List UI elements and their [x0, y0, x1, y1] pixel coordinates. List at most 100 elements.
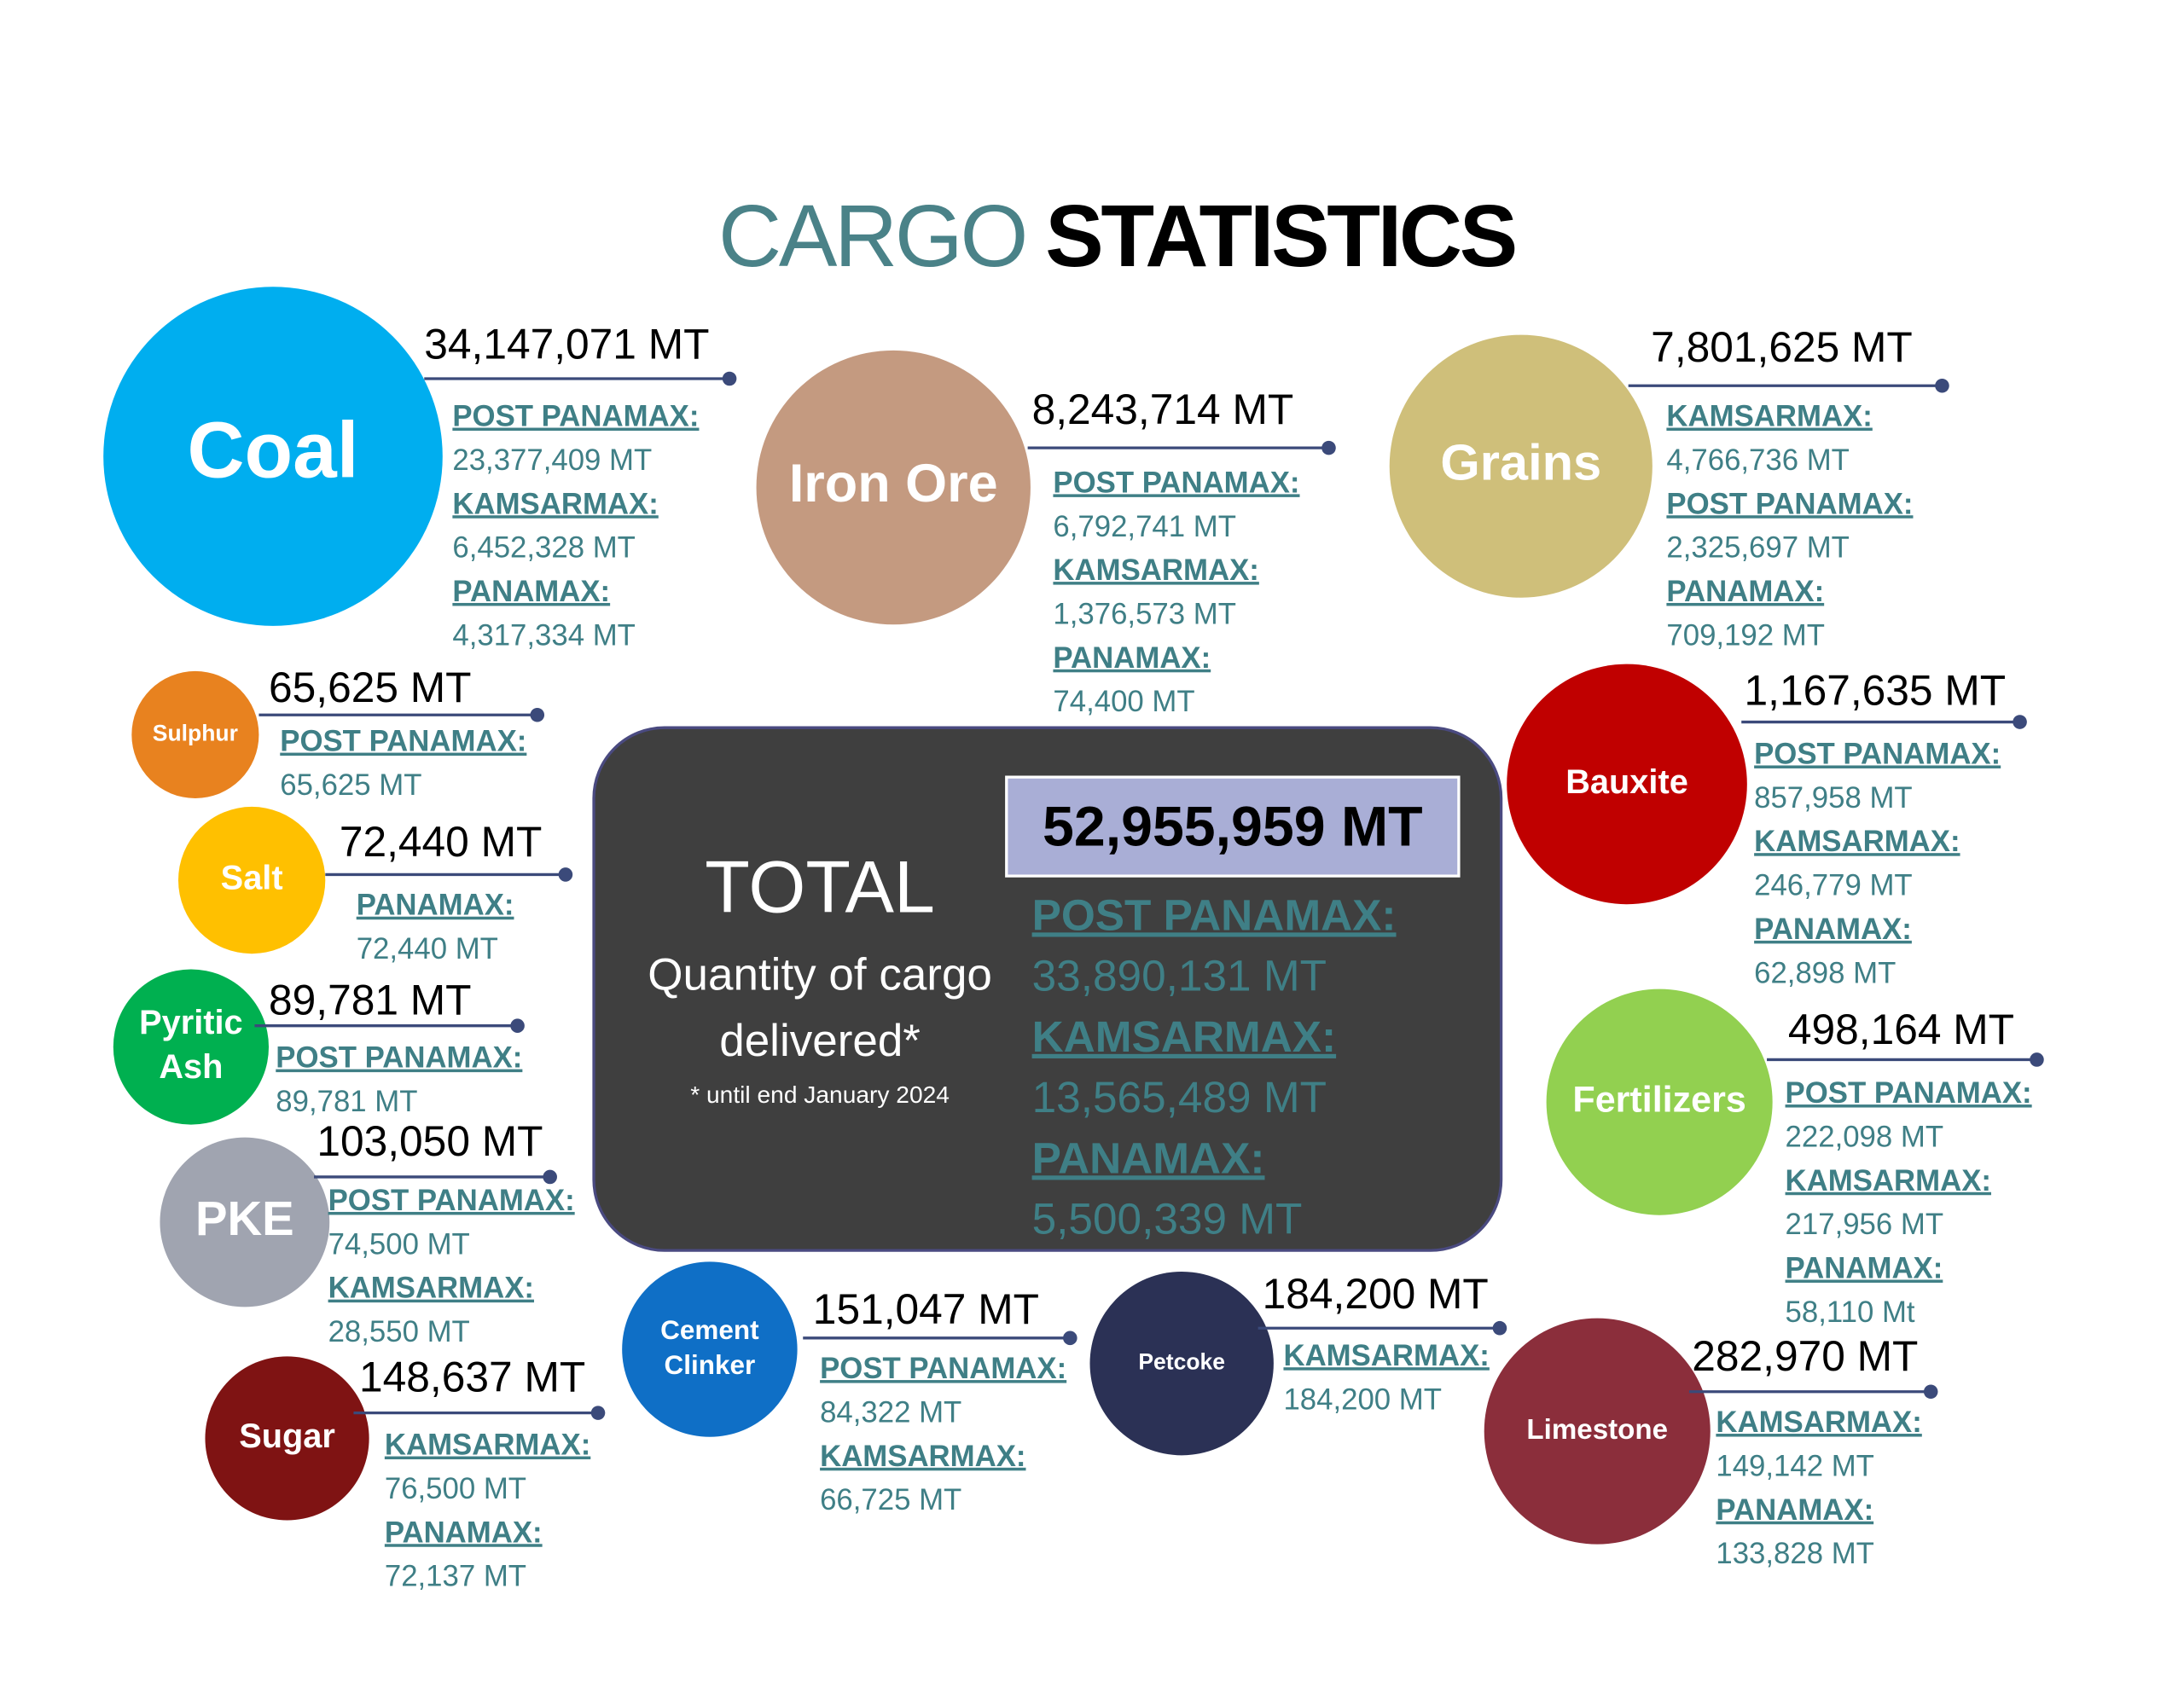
cargo-total: 7,801,625 MT	[1651, 323, 1913, 371]
cargo-total: 72,440 MT	[340, 818, 543, 866]
total-amount-box	[1005, 775, 1461, 878]
class-label: POST PANAMAX:	[280, 726, 526, 758]
cargo-total: 65,625 MT	[269, 664, 472, 711]
class-label: PANAMAX:	[1032, 1133, 1265, 1182]
class-label: KAMSARMAX:	[328, 1272, 534, 1305]
connector-dot	[510, 1018, 525, 1033]
connector-dot	[722, 371, 737, 386]
cargo-name: Pyritic	[139, 1004, 243, 1041]
class-amount: 33,890,131 MT	[1032, 952, 1327, 1000]
connector-dot	[558, 867, 573, 882]
class-amount: 2,325,697 MT	[1666, 532, 1850, 565]
connector-dot	[590, 1406, 606, 1420]
class-label: POST PANAMAX:	[820, 1353, 1066, 1385]
class-amount: 246,779 MT	[1754, 870, 1913, 902]
class-label: POST PANAMAX:	[452, 401, 699, 433]
class-amount: 5,500,339 MT	[1032, 1195, 1303, 1244]
connector-dot	[2030, 1052, 2044, 1067]
cargo-name: Bauxite	[1565, 763, 1688, 801]
class-label: KAMSARMAX:	[1283, 1340, 1489, 1372]
class-amount: 1,376,573 MT	[1053, 598, 1236, 630]
class-label: KAMSARMAX:	[1786, 1165, 1991, 1197]
class-amount: 13,565,489 MT	[1032, 1073, 1327, 1122]
cargo-circle	[205, 1356, 369, 1521]
class-amount: 72,137 MT	[385, 1561, 526, 1593]
class-amount: 4,766,736 MT	[1666, 444, 1850, 477]
class-amount: 184,200 MT	[1283, 1384, 1442, 1417]
cargo-total: 8,243,714 MT	[1032, 386, 1294, 433]
cargo-circle	[131, 670, 259, 798]
class-amount: 709,192 MT	[1666, 619, 1825, 652]
cargo-circle	[1507, 664, 1747, 905]
cargo-name: Sugar	[239, 1417, 335, 1455]
cargo-total: 184,200 MT	[1263, 1270, 1489, 1318]
class-amount: 74,400 MT	[1053, 686, 1194, 718]
cargo-name: Fertilizers	[1572, 1080, 1745, 1121]
total-note: * until end January 2024	[690, 1081, 950, 1108]
cargo-total: 1,167,635 MT	[1745, 667, 2007, 715]
class-label: PANAMAX:	[1053, 642, 1211, 675]
class-label: PANAMAX:	[385, 1516, 543, 1549]
cargo-name: Clinker	[665, 1350, 756, 1380]
class-amount: 66,725 MT	[820, 1484, 961, 1516]
class-label: PANAMAX:	[1786, 1252, 1943, 1284]
title-light: CARGO	[718, 187, 1025, 285]
total-label: TOTAL	[705, 847, 935, 929]
cargo-name: Limestone	[1526, 1414, 1668, 1446]
cargo-name: Cement	[660, 1315, 759, 1345]
class-amount: 222,098 MT	[1786, 1121, 1944, 1153]
cargo-total: 498,164 MT	[1788, 1006, 2014, 1053]
cargo-circle	[756, 350, 1031, 625]
cargo-circle	[1089, 1271, 1274, 1456]
class-amount: 84,322 MT	[820, 1396, 961, 1429]
connector-dot	[1321, 440, 1336, 455]
class-label: PANAMAX:	[452, 576, 610, 608]
class-label: POST PANAMAX:	[1754, 738, 2001, 770]
total-subtitle: delivered*	[719, 1016, 921, 1066]
class-label: KAMSARMAX:	[820, 1441, 1025, 1473]
title: CARGO STATISTICS	[718, 187, 1515, 285]
cargo-circle	[1546, 988, 1773, 1215]
cargo-name: Grains	[1440, 433, 1601, 490]
connector-dot	[1935, 378, 1949, 393]
class-label: KAMSARMAX:	[1666, 401, 1872, 433]
class-amount: 28,550 MT	[328, 1316, 470, 1348]
class-amount: 217,956 MT	[1786, 1209, 1944, 1241]
cargo-total: 89,781 MT	[269, 976, 472, 1023]
connector-dot	[543, 1169, 557, 1185]
class-label: KAMSARMAX:	[385, 1429, 590, 1462]
cargo-circle	[103, 287, 443, 626]
class-label: POST PANAMAX:	[1053, 467, 1299, 499]
cargo-circle	[1389, 334, 1653, 598]
class-amount: 58,110 Mt	[1786, 1296, 1915, 1329]
class-amount: 62,898 MT	[1754, 957, 1896, 989]
class-label: KAMSARMAX:	[452, 488, 658, 520]
class-amount: 149,142 MT	[1716, 1450, 1874, 1482]
class-label: KAMSARMAX:	[1754, 826, 1960, 858]
cargo-circle	[113, 969, 270, 1125]
class-amount: 857,958 MT	[1754, 782, 1913, 815]
class-amount: 133,828 MT	[1716, 1538, 1874, 1570]
cargo-name: PKE	[195, 1191, 294, 1245]
class-label: POST PANAMAX:	[276, 1042, 522, 1075]
class-label: POST PANAMAX:	[1666, 488, 1913, 520]
class-amount: 23,377,409 MT	[452, 444, 652, 477]
connector-dot	[2013, 715, 2027, 729]
cargo-name: Salt	[221, 860, 283, 897]
class-amount: 65,625 MT	[280, 769, 421, 802]
class-label: POST PANAMAX:	[1032, 890, 1397, 939]
cargo-total: 103,050 MT	[317, 1117, 543, 1165]
class-amount: 72,440 MT	[357, 933, 498, 965]
cargo-circle	[1484, 1318, 1711, 1545]
class-label: PANAMAX:	[1716, 1494, 1873, 1527]
total-subtitle: Quantity of cargo	[648, 949, 992, 1000]
connector-dot	[1492, 1320, 1507, 1336]
class-label: POST PANAMAX:	[328, 1185, 575, 1217]
class-label: KAMSARMAX:	[1716, 1406, 1921, 1439]
cargo-circle	[177, 806, 326, 954]
cargo-total: 148,637 MT	[359, 1354, 585, 1401]
cargo-circle	[622, 1261, 798, 1437]
cargo-name: Coal	[187, 406, 358, 495]
total-amount: 52,955,959 MT	[1043, 796, 1423, 859]
